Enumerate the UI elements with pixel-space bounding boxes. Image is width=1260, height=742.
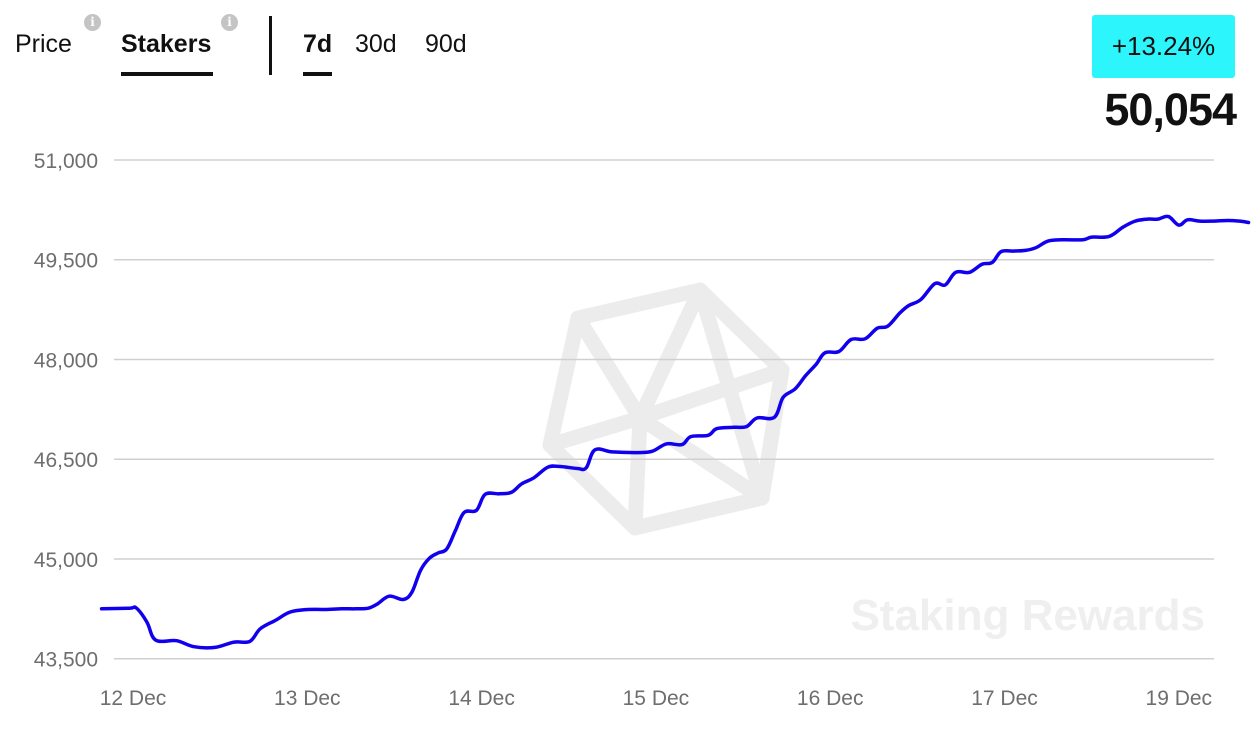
tab-price[interactable]: Price <box>15 30 72 58</box>
y-tick-label: 49,500 <box>34 250 98 273</box>
period-7d[interactable]: 7d <box>303 30 333 76</box>
y-axis: 43,500 45,000 46,500 48,000 49,500 51,000 <box>34 150 98 672</box>
x-tick-label: 15 Dec <box>623 687 690 710</box>
tab-divider <box>269 16 272 75</box>
period-30d[interactable]: 30d <box>355 30 397 58</box>
x-axis: 12 Dec 13 Dec 14 Dec 15 Dec 16 Dec 17 Dec 19 D… <box>100 687 1212 710</box>
x-tick-label: 13 Dec <box>274 687 341 710</box>
x-tick-label: 14 Dec <box>448 687 515 710</box>
staking-rewards-watermark-icon: Staking Rewards <box>542 282 1205 640</box>
stakers-info-icon[interactable]: i <box>221 14 238 31</box>
x-tick-label: 16 Dec <box>797 687 864 710</box>
x-tick-label: 19 Dec <box>1146 687 1213 710</box>
change-badge: +13.24% <box>1092 15 1235 78</box>
y-tick-label: 48,000 <box>34 349 98 372</box>
tab-stakers[interactable]: Stakers <box>121 30 214 76</box>
stakers-series-line <box>99 214 1251 650</box>
x-tick-label: 12 Dec <box>100 687 167 710</box>
grid-lines <box>114 159 1214 660</box>
current-value: 50,054 <box>1104 84 1237 135</box>
metric-tabs: Price i Stakers i 7d 30d 90d <box>0 0 700 80</box>
x-tick-label: 17 Dec <box>971 687 1038 710</box>
price-info-icon[interactable]: i <box>84 14 101 31</box>
y-tick-label: 51,000 <box>34 150 98 173</box>
y-tick-label: 46,500 <box>34 449 98 472</box>
watermark-text: Staking Rewards <box>850 591 1205 640</box>
y-tick-label: 43,500 <box>34 649 98 672</box>
y-tick-label: 45,000 <box>34 549 98 572</box>
period-90d[interactable]: 90d <box>425 30 467 58</box>
